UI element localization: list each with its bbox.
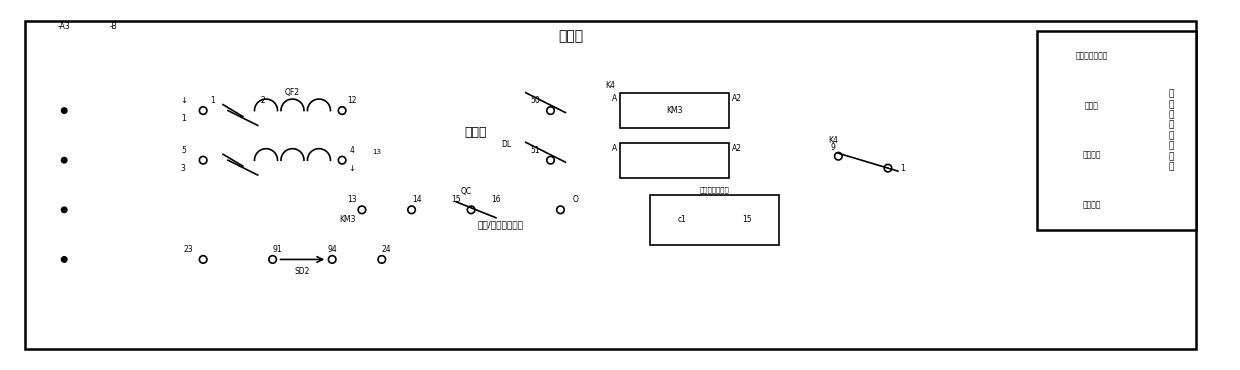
Text: 1: 1 bbox=[181, 114, 186, 123]
Text: -A3: -A3 bbox=[58, 22, 71, 31]
Text: 91: 91 bbox=[273, 245, 283, 254]
Text: A: A bbox=[611, 144, 618, 153]
Text: 24: 24 bbox=[382, 245, 392, 254]
Text: A2: A2 bbox=[732, 94, 743, 103]
Text: 16: 16 bbox=[491, 195, 501, 204]
Text: 远控/近控转换开关: 远控/近控转换开关 bbox=[477, 220, 525, 229]
Bar bbox=[650, 195, 779, 245]
Text: 1: 1 bbox=[900, 164, 905, 173]
Bar bbox=[1037, 31, 1195, 230]
Text: c1: c1 bbox=[677, 215, 687, 224]
Text: 遥控分: 遥控分 bbox=[558, 29, 583, 43]
Circle shape bbox=[62, 108, 67, 113]
Text: QF2: QF2 bbox=[285, 88, 300, 97]
Text: K4: K4 bbox=[828, 136, 838, 145]
Text: 电
机
电
源
控
制
回
路: 电 机 电 源 控 制 回 路 bbox=[1168, 90, 1173, 171]
Text: 1: 1 bbox=[211, 96, 216, 105]
Bar bbox=[620, 143, 729, 178]
Text: 能量存储指示器: 能量存储指示器 bbox=[699, 186, 729, 193]
Text: 分闸回路: 分闸回路 bbox=[1083, 200, 1101, 209]
Text: QC: QC bbox=[460, 188, 471, 196]
Text: DL: DL bbox=[501, 140, 511, 149]
Text: 2: 2 bbox=[260, 96, 265, 105]
Bar bbox=[620, 93, 729, 128]
Text: 94: 94 bbox=[327, 245, 337, 254]
Text: 12: 12 bbox=[347, 96, 357, 105]
Circle shape bbox=[62, 257, 67, 262]
Text: SD2: SD2 bbox=[295, 267, 310, 276]
Circle shape bbox=[62, 157, 67, 163]
Text: -B: -B bbox=[110, 22, 118, 31]
Text: KM3: KM3 bbox=[666, 106, 683, 115]
Circle shape bbox=[62, 207, 67, 213]
Text: 23: 23 bbox=[184, 245, 193, 254]
Text: O: O bbox=[573, 195, 578, 204]
Text: 50: 50 bbox=[531, 96, 541, 105]
Text: KM3: KM3 bbox=[339, 215, 356, 224]
Text: 自保持: 自保持 bbox=[1085, 101, 1099, 110]
Text: A2: A2 bbox=[732, 144, 743, 153]
Text: 手动或遥控选择: 手动或遥控选择 bbox=[1075, 51, 1107, 60]
Text: 5: 5 bbox=[181, 146, 186, 155]
Text: K4: K4 bbox=[605, 81, 615, 90]
Text: ↓: ↓ bbox=[180, 96, 187, 105]
Text: ↓: ↓ bbox=[348, 164, 356, 173]
Text: 4: 4 bbox=[350, 146, 355, 155]
Text: 14: 14 bbox=[412, 195, 422, 204]
Text: 13: 13 bbox=[347, 195, 357, 204]
Text: 遥控合: 遥控合 bbox=[465, 126, 487, 139]
Text: 合闸回路: 合闸回路 bbox=[1083, 151, 1101, 160]
Text: 15: 15 bbox=[742, 215, 751, 224]
Text: A: A bbox=[611, 94, 618, 103]
Text: 13: 13 bbox=[372, 149, 382, 155]
Text: 51: 51 bbox=[531, 146, 541, 155]
Text: 15: 15 bbox=[451, 195, 461, 204]
Text: 9: 9 bbox=[831, 143, 836, 152]
Text: 3: 3 bbox=[181, 164, 186, 173]
Bar bbox=[25, 21, 1195, 349]
